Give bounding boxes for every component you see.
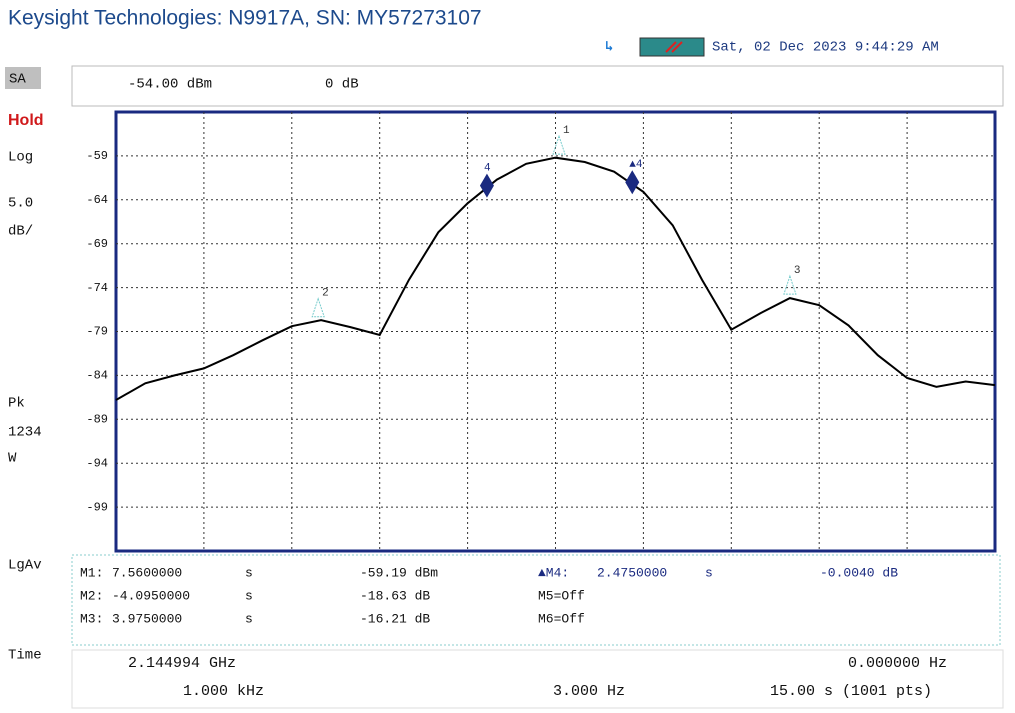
marker-triangle: [311, 297, 325, 318]
sidebar-label: dB/: [8, 224, 33, 240]
marker-readout: M6=Off: [538, 611, 585, 626]
marker-readout: -18.63 dB: [360, 588, 430, 603]
y-tick-label: -69: [86, 237, 108, 251]
top-bar-item: 0 dB: [325, 77, 359, 93]
marker-readout: s: [245, 611, 253, 626]
top-bar-box: [71, 65, 1004, 107]
footer-item: 0.000000 Hz: [848, 655, 947, 672]
marker-readout: -59.19 dBm: [360, 565, 438, 580]
y-tick-label: -79: [86, 325, 108, 339]
mode-box: [5, 67, 41, 89]
marker-readout: 7.5600000: [112, 565, 182, 580]
marker-readout: -16.21 dB: [360, 611, 430, 626]
marker-readout: M5=Off: [538, 588, 585, 603]
top-bar-item: -54.00 dBm: [128, 77, 212, 93]
marker-readout: s: [705, 565, 713, 580]
sidebar-label: 1234: [8, 425, 42, 441]
marker-diamond: [625, 170, 640, 195]
y-tick-label: -59: [86, 149, 108, 163]
marker-label: 1: [563, 125, 570, 137]
marker-triangle: [552, 134, 566, 155]
footer-item: 3.000 Hz: [553, 683, 625, 700]
usb-icon: ↳: [605, 40, 613, 56]
sidebar-label: SA: [9, 72, 26, 88]
sidebar-label: Pk: [8, 396, 25, 412]
battery-icon: ↳: [605, 37, 705, 57]
sidebar-label: W: [8, 451, 17, 467]
sidebar-label: LgAv: [8, 558, 42, 574]
sidebar-label: Hold: [8, 112, 44, 129]
marker-readout: M3:: [80, 611, 103, 626]
charge: [665, 41, 683, 53]
marker-readout: s: [245, 565, 253, 580]
y-tick-label: -94: [86, 456, 108, 470]
marker-readout: ▲M4:: [538, 565, 569, 580]
y-tick-label: -64: [86, 193, 108, 207]
marker-label: 2: [322, 288, 329, 300]
marker-triangle: [783, 274, 797, 295]
footer-item: 1.000 kHz: [183, 683, 264, 700]
y-tick-label: -99: [86, 500, 108, 514]
y-tick-label: -89: [86, 412, 108, 426]
marker-diamond: [479, 173, 494, 198]
marker-label: 3: [794, 265, 801, 277]
marker-readout: s: [245, 588, 253, 603]
marker-readout: M2:: [80, 588, 103, 603]
sidebar-label: Log: [8, 150, 33, 166]
title: Keysight Technologies: N9917A, SN: MY572…: [8, 7, 482, 30]
trace: [115, 156, 996, 401]
marker-readout: M1:: [80, 565, 103, 580]
marker-readout: 2.4750000: [597, 565, 667, 580]
marker-label: 4: [484, 163, 491, 175]
marker-readout: 3.9750000: [112, 611, 182, 626]
marker-readout: -0.0040 dB: [820, 565, 898, 580]
y-tick-label: -74: [86, 281, 108, 295]
marker-table-box: [71, 554, 1001, 646]
marker-label: ▲4: [629, 159, 643, 171]
footer-item: 2.144994 GHz: [128, 655, 236, 672]
datetime: Sat, 02 Dec 2023 9:44:29 AM: [712, 40, 939, 56]
sidebar-label: 5.0: [8, 196, 33, 212]
marker-readout: -4.0950000: [112, 588, 190, 603]
sidebar-label: Time: [8, 648, 42, 664]
footer-box: [71, 649, 1004, 709]
y-tick-label: -84: [86, 369, 108, 383]
footer-item: 15.00 s (1001 pts): [770, 683, 932, 700]
